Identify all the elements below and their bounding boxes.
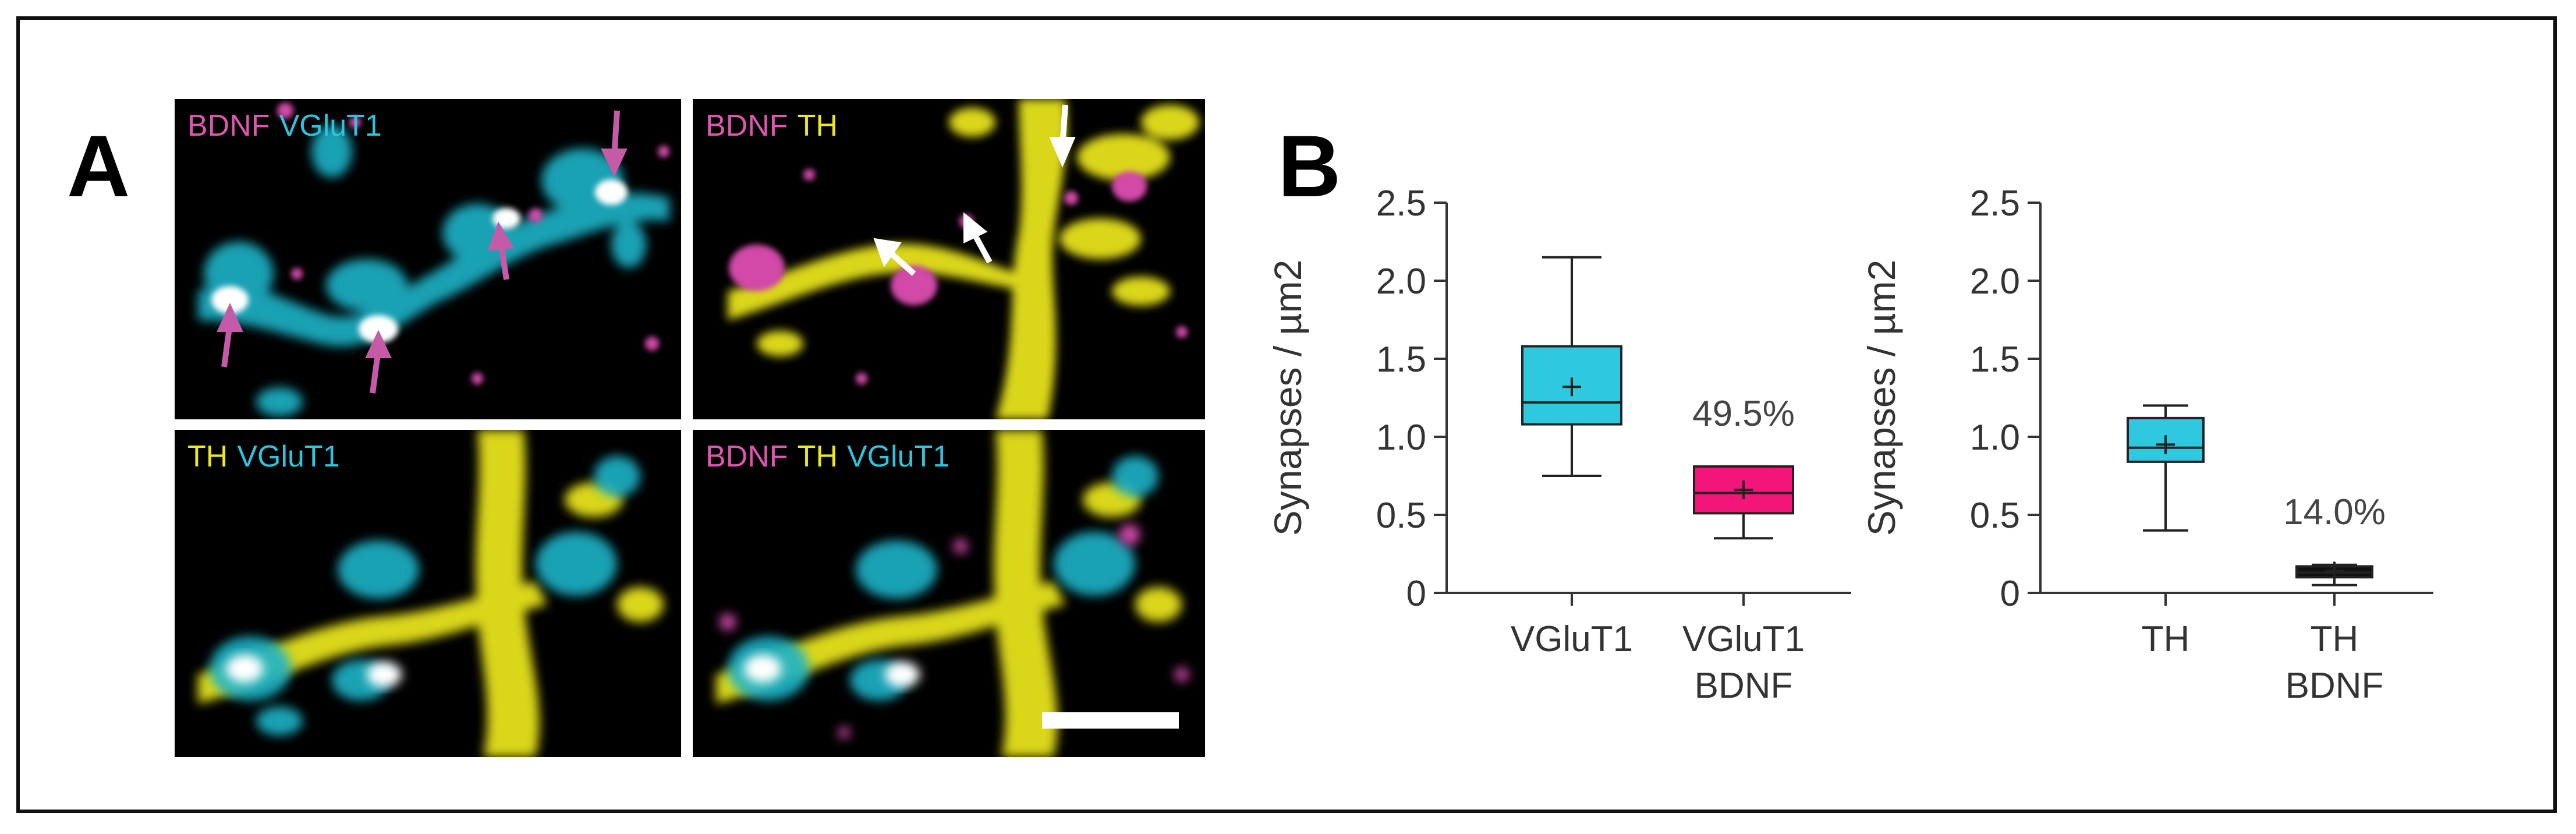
y-tick-label: 1.0 bbox=[1376, 418, 1426, 458]
y-tick-label: 0.5 bbox=[1970, 496, 2020, 536]
percentage-annotation: 14.0% bbox=[2283, 492, 2386, 532]
y-tick-label: 2.0 bbox=[1376, 261, 1426, 302]
micrograph-th-vglut1-graphic bbox=[198, 430, 664, 757]
channel-label: BDNF bbox=[706, 440, 788, 473]
y-tick-label: 0 bbox=[2000, 574, 2020, 614]
x-tick-label: BDNF bbox=[2286, 666, 2384, 706]
micrograph-2-channel-labels: BDNF TH bbox=[706, 108, 847, 143]
channel-label: BDNF bbox=[706, 109, 788, 143]
micrograph-1-arrows bbox=[217, 110, 628, 394]
y-tick-label: 2.5 bbox=[1376, 183, 1426, 224]
micrograph-bdnf-th-graphic bbox=[728, 99, 1199, 419]
y-tick-label: 1.5 bbox=[1376, 340, 1426, 380]
panel-b-label: B bbox=[1278, 117, 1341, 215]
panel-a-label: A bbox=[67, 117, 130, 215]
y-tick-label: 1.5 bbox=[1970, 340, 2020, 380]
channel-label: VGluT1 bbox=[279, 109, 382, 143]
y-tick-label: 1.0 bbox=[1970, 418, 2020, 458]
box-body bbox=[2127, 416, 2205, 463]
channel-label: VGluT1 bbox=[846, 440, 950, 473]
box-plot-1: 0 0.5 1.0 1.5 2.0 2.5 Synapses / µm2 VGluT1 VGlu… bbox=[1266, 183, 1851, 706]
micrograph-4-channel-labels: BDNF TH VGluT1 bbox=[706, 439, 959, 474]
channel-label: BDNF bbox=[187, 109, 270, 143]
micrograph-2-arrows bbox=[873, 104, 1076, 276]
micrograph-bdnf-th: BDNF TH bbox=[693, 99, 1205, 419]
box-1 bbox=[2127, 404, 2205, 532]
x-tick-label: BDNF bbox=[1695, 666, 1793, 706]
percentage-annotation: 49.5% bbox=[1692, 394, 1795, 434]
micrograph-bdnf-vglut1: BDNF VGluT1 bbox=[175, 99, 681, 419]
micrograph-merge: BDNF TH VGluT1 bbox=[693, 430, 1205, 757]
micrograph-merge-graphic bbox=[716, 430, 1189, 757]
channel-label: TH bbox=[797, 109, 838, 143]
x-tick-label: TH bbox=[2311, 619, 2359, 659]
channel-label: VGluT1 bbox=[237, 440, 340, 473]
y-axis-title: Synapses / µm2 bbox=[1266, 260, 1309, 536]
x-tick-label: VGluT1 bbox=[1511, 619, 1633, 659]
box-2 bbox=[2295, 561, 2373, 586]
y-tick-label: 2.5 bbox=[1970, 183, 2020, 224]
y-axis-title: Synapses / µm2 bbox=[1860, 260, 1903, 536]
micrograph-th-vglut1: TH VGluT1 bbox=[175, 430, 681, 757]
channel-label: TH bbox=[797, 440, 838, 473]
box-2 bbox=[1693, 465, 1794, 540]
x-tick-label: VGluT1 bbox=[1682, 619, 1805, 659]
y-tick-label: 0.5 bbox=[1376, 496, 1426, 536]
channel-label: TH bbox=[187, 440, 228, 473]
x-tick-label: TH bbox=[2142, 619, 2190, 659]
box-1 bbox=[1521, 256, 1622, 477]
y-tick-label: 0 bbox=[1406, 574, 1426, 614]
box-plot-2: 0 0.5 1.0 1.5 2.0 2.5 Synapses / µm2 TH TH BDNF 14… bbox=[1860, 183, 2433, 706]
y-tick-label: 2.0 bbox=[1970, 261, 2020, 302]
micrograph-3-channel-labels: TH VGluT1 bbox=[187, 439, 349, 474]
scale-bar bbox=[1042, 712, 1179, 729]
micrograph-1-channel-labels: BDNF VGluT1 bbox=[187, 108, 391, 143]
micrograph-bdnf-vglut1-graphic bbox=[198, 103, 669, 416]
